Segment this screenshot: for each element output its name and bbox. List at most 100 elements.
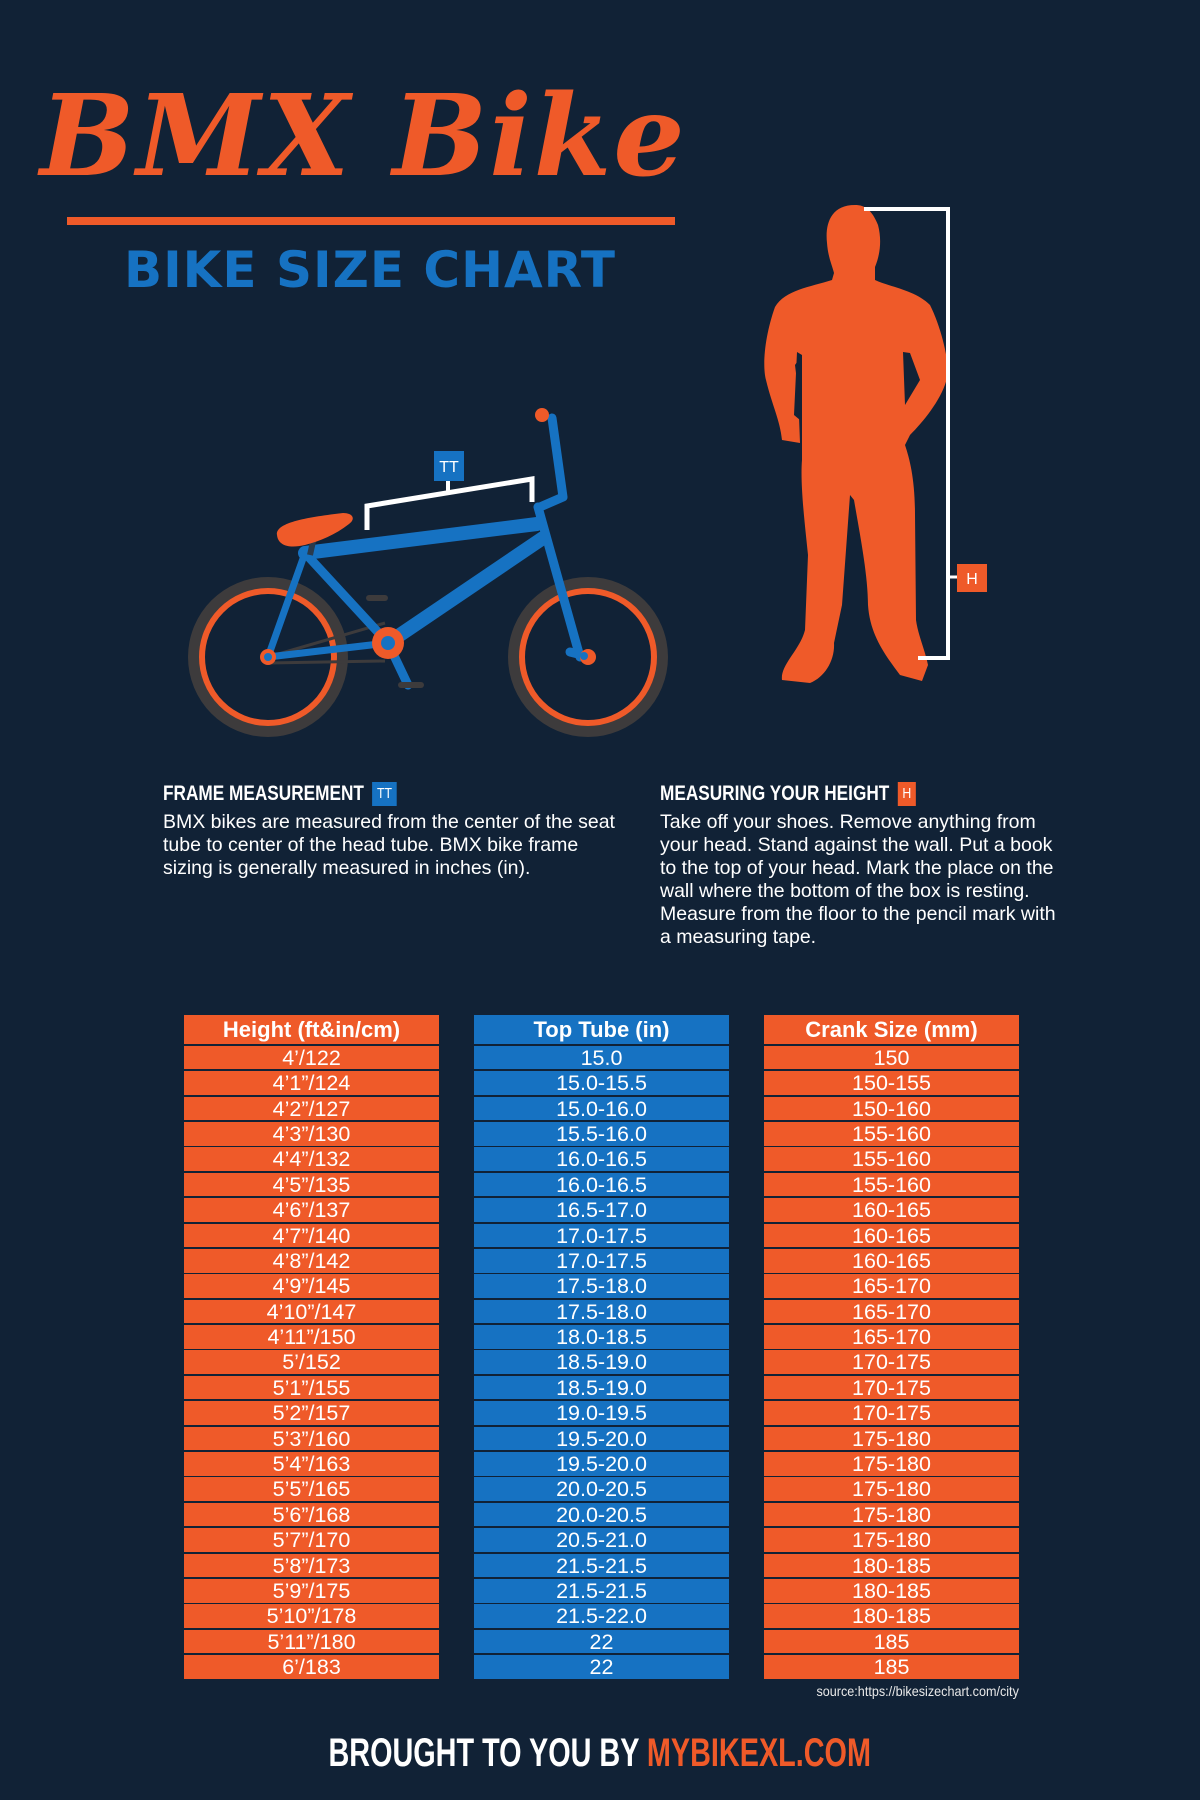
table-cell: 175-180 [764,1426,1019,1450]
table-cell: 4’5”/135 [184,1172,439,1197]
table-cell: 165-170 [764,1299,1019,1324]
table-cell: 20.5-21.0 [474,1528,729,1552]
tt-tag-label: TT [439,459,459,476]
table-cell: 15.0-16.0 [474,1096,729,1120]
source-citation: source:https://bikesizechart.com/city [816,1683,1019,1699]
measuring-height-section: MEASURING YOUR HEIGHT H Take off your sh… [660,781,1060,949]
table-cell: 5’3”/160 [184,1426,439,1450]
table-cell: 4’9”/145 [184,1274,439,1298]
table-cell: 21.5-21.5 [474,1579,729,1603]
table-cell: 185 [764,1629,1019,1654]
table-cell: 4’3”/130 [184,1121,439,1146]
footer-credit: BROUGHT TO YOU BY MYBIKEXL.COM [0,1728,1200,1778]
table-cell: 4’/122 [184,1045,439,1070]
table-cell: 19.5-20.0 [474,1452,729,1476]
table-cell: 160-165 [764,1248,1019,1273]
title-divider [67,217,675,225]
table-cell: 22 [474,1629,729,1654]
table-cell: 5’7”/170 [184,1528,439,1552]
table-cell: 21.5-21.5 [474,1553,729,1577]
table-cell: 170-175 [764,1375,1019,1400]
table-cell: 5’6”/168 [184,1502,439,1527]
column-header-top-tube: Top Tube (in) [474,1015,729,1044]
table-cell: 155-160 [764,1147,1019,1171]
table-cell: 150-160 [764,1096,1019,1120]
table-cell: 17.0-17.5 [474,1248,729,1273]
table-cell: 22 [474,1655,729,1679]
measuring-height-heading: MEASURING YOUR HEIGHT [660,782,890,805]
table-cell: 5’11”/180 [184,1629,439,1654]
table-cell: 175-180 [764,1528,1019,1552]
table-cell: 16.0-16.5 [474,1147,729,1171]
table-cell: 19.5-20.0 [474,1426,729,1450]
table-cell: 5’/152 [184,1350,439,1374]
table-cell: 5’1”/155 [184,1375,439,1400]
table-cell: 185 [764,1655,1019,1679]
table-cell: 17.5-18.0 [474,1299,729,1324]
crank-size-column: Crank Size (mm) 150 150-155 150-160 155-160… [764,1015,1019,1681]
table-cell: 155-160 [764,1172,1019,1197]
table-cell: 18.5-19.0 [474,1375,729,1400]
table-cell: 175-180 [764,1477,1019,1501]
table-cell: 5’2”/157 [184,1401,439,1425]
table-cell: 5’10”/178 [184,1604,439,1628]
footer-prefix: BROUGHT TO YOU BY [328,1731,648,1775]
table-cell: 5’4”/163 [184,1452,439,1476]
measuring-height-text: Take off your shoes. Remove anything fro… [660,811,1056,948]
h-tag: H [897,782,917,806]
footer-brand-link[interactable]: MYBIKEXL.COM [647,1731,872,1775]
table-cell: 170-175 [764,1350,1019,1374]
table-cell: 6’/183 [184,1655,439,1679]
person-height-illustration: H [764,205,987,683]
table-cell: 4’11”/150 [184,1325,439,1349]
table-cell: 17.0-17.5 [474,1223,729,1247]
table-cell: 5’5”/165 [184,1477,439,1501]
table-cell: 19.0-19.5 [474,1401,729,1425]
column-header-height: Height (ft&in/cm) [184,1015,439,1044]
table-cell: 180-185 [764,1604,1019,1628]
table-cell: 175-180 [764,1452,1019,1476]
table-cell: 4’1”/124 [184,1071,439,1095]
table-cell: 4’8”/142 [184,1248,439,1273]
tt-tag: TT [372,782,397,806]
table-cell: 18.0-18.5 [474,1325,729,1349]
table-cell: 160-165 [764,1198,1019,1222]
table-cell: 170-175 [764,1401,1019,1425]
table-cell: 16.5-17.0 [474,1198,729,1222]
table-cell: 5’9”/175 [184,1579,439,1603]
table-cell: 150 [764,1045,1019,1070]
frame-measurement-heading: FRAME MEASUREMENT [163,782,364,805]
column-header-crank-size: Crank Size (mm) [764,1015,1019,1044]
table-cell: 5’8”/173 [184,1553,439,1577]
table-cell: 165-170 [764,1274,1019,1298]
table-cell: 18.5-19.0 [474,1350,729,1374]
table-cell: 16.0-16.5 [474,1172,729,1197]
h-tag-label: H [966,571,978,588]
table-cell: 150-155 [764,1071,1019,1095]
table-cell: 4’6”/137 [184,1198,439,1222]
table-cell: 20.0-20.5 [474,1502,729,1527]
table-cell: 4’4”/132 [184,1147,439,1171]
top-tube-column: Top Tube (in) 15.0 15.0-15.5 15.0-16.0 15.5… [474,1015,729,1681]
bmx-bike-illustration: TT [188,408,668,737]
height-column: Height (ft&in/cm) 4’/122 4’1”/124 4’2”/127… [184,1015,439,1681]
page-subtitle: BIKE SIZE CHART [123,241,617,299]
table-cell: 175-180 [764,1502,1019,1527]
table-cell: 4’7”/140 [184,1223,439,1247]
page-title: BMX Bike [40,71,687,202]
table-cell: 20.0-20.5 [474,1477,729,1501]
table-cell: 165-170 [764,1325,1019,1349]
table-cell: 15.0-15.5 [474,1071,729,1095]
table-cell: 155-160 [764,1121,1019,1146]
table-cell: 180-185 [764,1579,1019,1603]
table-cell: 180-185 [764,1553,1019,1577]
table-cell: 15.0 [474,1045,729,1070]
frame-measurement-text: BMX bikes are measured from the center o… [163,811,615,879]
table-cell: 4’10”/147 [184,1299,439,1324]
table-cell: 15.5-16.0 [474,1121,729,1146]
table-cell: 160-165 [764,1223,1019,1247]
table-cell: 17.5-18.0 [474,1274,729,1298]
table-cell: 21.5-22.0 [474,1604,729,1628]
table-cell: 4’2”/127 [184,1096,439,1120]
frame-measurement-section: FRAME MEASUREMENT TT BMX bikes are measu… [163,781,623,880]
